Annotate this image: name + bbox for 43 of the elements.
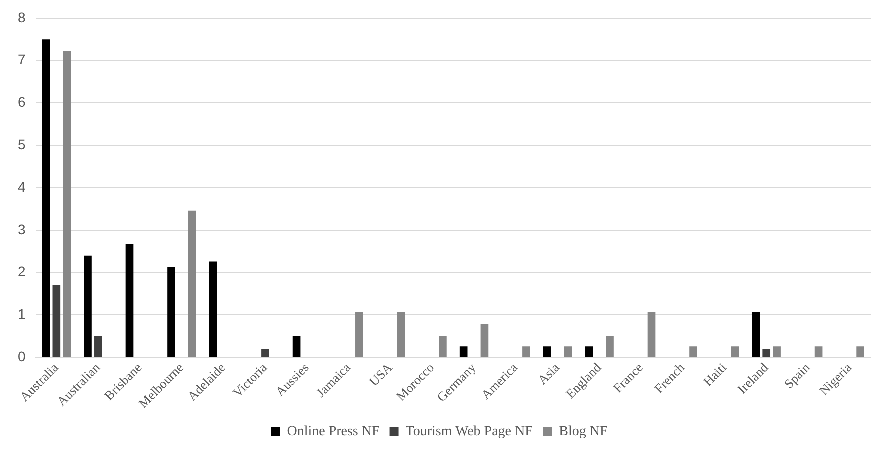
bar — [42, 40, 50, 358]
bar — [564, 346, 572, 358]
bar — [356, 312, 364, 358]
bar — [648, 312, 656, 358]
legend-label: Blog NF — [559, 424, 608, 440]
bar — [262, 349, 270, 358]
y-tick-label: 6 — [18, 94, 26, 110]
legend-label: Online Press NF — [287, 424, 380, 440]
bar — [439, 336, 447, 358]
bar — [814, 346, 823, 358]
bar — [188, 210, 196, 358]
y-tick-label: 2 — [18, 264, 26, 280]
bar — [752, 312, 760, 358]
bar — [543, 346, 552, 358]
bar — [522, 346, 530, 358]
bar — [606, 336, 614, 358]
bar — [94, 336, 102, 358]
bar — [480, 324, 489, 358]
bar — [690, 346, 698, 358]
bar — [63, 51, 72, 358]
y-tick-label: 5 — [18, 136, 26, 152]
bar — [126, 244, 134, 358]
bar — [52, 286, 61, 358]
y-tick-label: 8 — [18, 9, 26, 26]
y-tick-label: 1 — [18, 306, 26, 322]
y-tick-label: 0 — [18, 348, 26, 364]
x-tick-label: Asia — [534, 360, 562, 388]
bar — [585, 346, 594, 358]
y-tick-label: 4 — [18, 178, 26, 195]
legend-label: Tourism Web Page NF — [406, 424, 534, 440]
bar — [397, 312, 406, 358]
bar — [762, 349, 771, 358]
bar — [731, 346, 740, 358]
bar — [773, 346, 781, 358]
bar — [168, 267, 176, 358]
bar — [84, 256, 92, 358]
bar — [856, 346, 864, 358]
bar — [292, 336, 301, 358]
bar — [460, 346, 468, 358]
y-tick-label: 3 — [18, 221, 26, 238]
y-tick-label: 7 — [18, 52, 26, 68]
x-tick-label: USA — [366, 360, 396, 390]
bar — [209, 262, 218, 358]
